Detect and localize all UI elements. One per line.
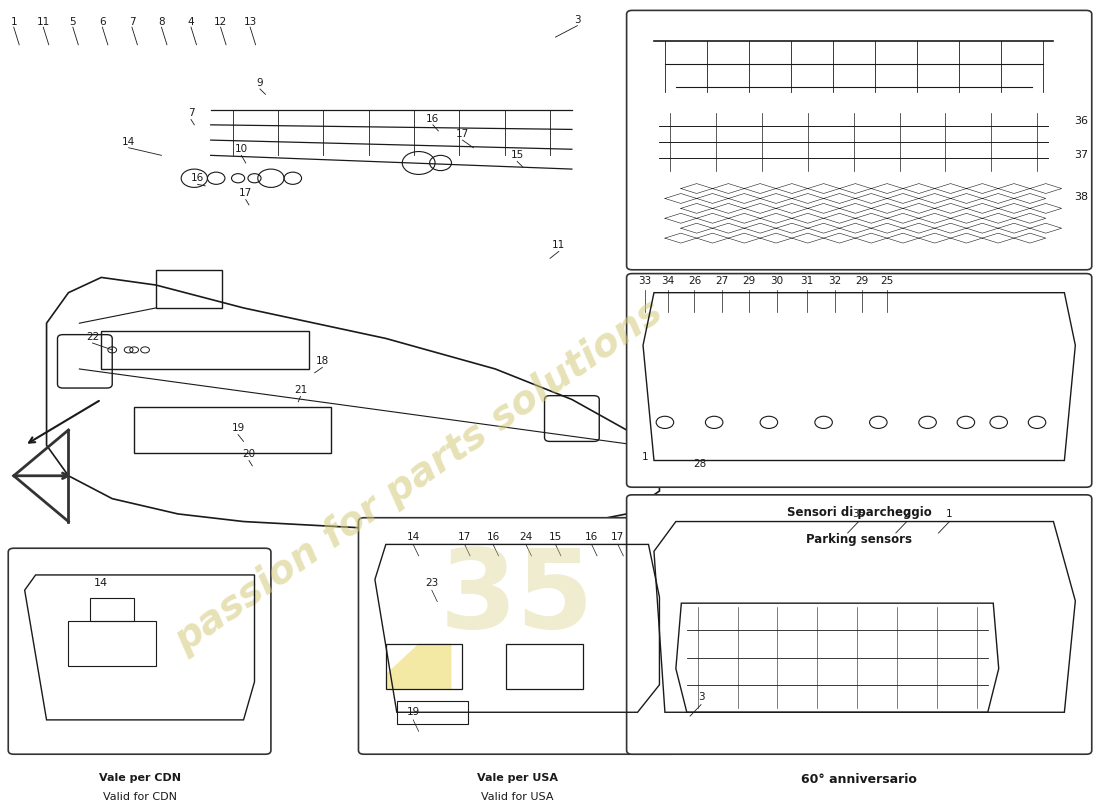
Text: 14: 14 (122, 137, 135, 146)
Text: 16: 16 (427, 114, 440, 124)
FancyBboxPatch shape (627, 10, 1091, 270)
Polygon shape (386, 644, 451, 690)
Text: 17: 17 (455, 129, 469, 139)
Text: 27: 27 (715, 276, 728, 286)
Text: Sensori di parcheggio: Sensori di parcheggio (786, 506, 932, 519)
Text: 1: 1 (10, 17, 16, 27)
Text: 30: 30 (770, 276, 783, 286)
Text: 14: 14 (95, 578, 108, 587)
Text: 17: 17 (239, 189, 252, 198)
Text: 2: 2 (903, 509, 910, 519)
Text: 11: 11 (36, 17, 50, 27)
Text: 19: 19 (231, 423, 244, 434)
Text: 17: 17 (458, 532, 471, 542)
Text: 4: 4 (188, 17, 195, 27)
Text: 3: 3 (697, 692, 704, 702)
FancyBboxPatch shape (359, 518, 675, 754)
Text: 16: 16 (191, 174, 205, 183)
Text: 5: 5 (69, 17, 76, 27)
Text: Parking sensors: Parking sensors (806, 533, 912, 546)
Text: 33: 33 (639, 276, 652, 286)
FancyBboxPatch shape (9, 548, 271, 754)
Text: 35: 35 (440, 544, 594, 651)
Text: 34: 34 (661, 276, 674, 286)
Text: 32: 32 (828, 276, 842, 286)
Text: 20: 20 (242, 450, 255, 459)
Text: 29: 29 (742, 276, 756, 286)
Text: 29: 29 (856, 276, 869, 286)
FancyBboxPatch shape (627, 495, 1091, 754)
Text: 36: 36 (1074, 116, 1088, 126)
Text: 60° anniversario: 60° anniversario (801, 774, 917, 786)
Text: 8: 8 (158, 17, 165, 27)
FancyBboxPatch shape (627, 274, 1091, 487)
Text: 7: 7 (188, 108, 195, 118)
Text: passion for parts solutions: passion for parts solutions (167, 292, 670, 660)
Text: 17: 17 (612, 532, 625, 542)
Text: 21: 21 (294, 386, 307, 395)
Polygon shape (654, 182, 1054, 243)
Text: 28: 28 (693, 459, 706, 470)
Text: 14: 14 (407, 532, 420, 542)
Text: 35: 35 (852, 509, 866, 519)
Text: 12: 12 (213, 17, 228, 27)
Text: 24: 24 (519, 532, 532, 542)
Text: 38: 38 (1074, 192, 1088, 202)
Text: 3: 3 (574, 14, 581, 25)
Text: 10: 10 (234, 144, 248, 154)
Text: 37: 37 (1074, 150, 1088, 160)
Text: 25: 25 (880, 276, 893, 286)
Text: Valid for USA: Valid for USA (481, 792, 553, 800)
Text: 19: 19 (407, 707, 420, 718)
Text: Valid for CDN: Valid for CDN (102, 792, 177, 800)
Text: 1: 1 (642, 452, 649, 462)
Text: 16: 16 (585, 532, 598, 542)
Text: 22: 22 (86, 332, 99, 342)
Text: 26: 26 (688, 276, 701, 286)
Text: 13: 13 (243, 17, 256, 27)
Text: 31: 31 (801, 276, 814, 286)
Text: Vale per USA: Vale per USA (476, 774, 558, 783)
Text: 15: 15 (510, 150, 524, 160)
Text: 7: 7 (129, 17, 135, 27)
Text: 16: 16 (486, 532, 499, 542)
Text: 15: 15 (549, 532, 562, 542)
Text: 23: 23 (426, 578, 439, 587)
Text: 18: 18 (316, 356, 329, 366)
Text: 9: 9 (256, 78, 263, 88)
Text: Vale per CDN: Vale per CDN (99, 774, 180, 783)
Text: 11: 11 (552, 240, 565, 250)
Text: 6: 6 (99, 17, 106, 27)
Text: 1: 1 (946, 509, 953, 519)
